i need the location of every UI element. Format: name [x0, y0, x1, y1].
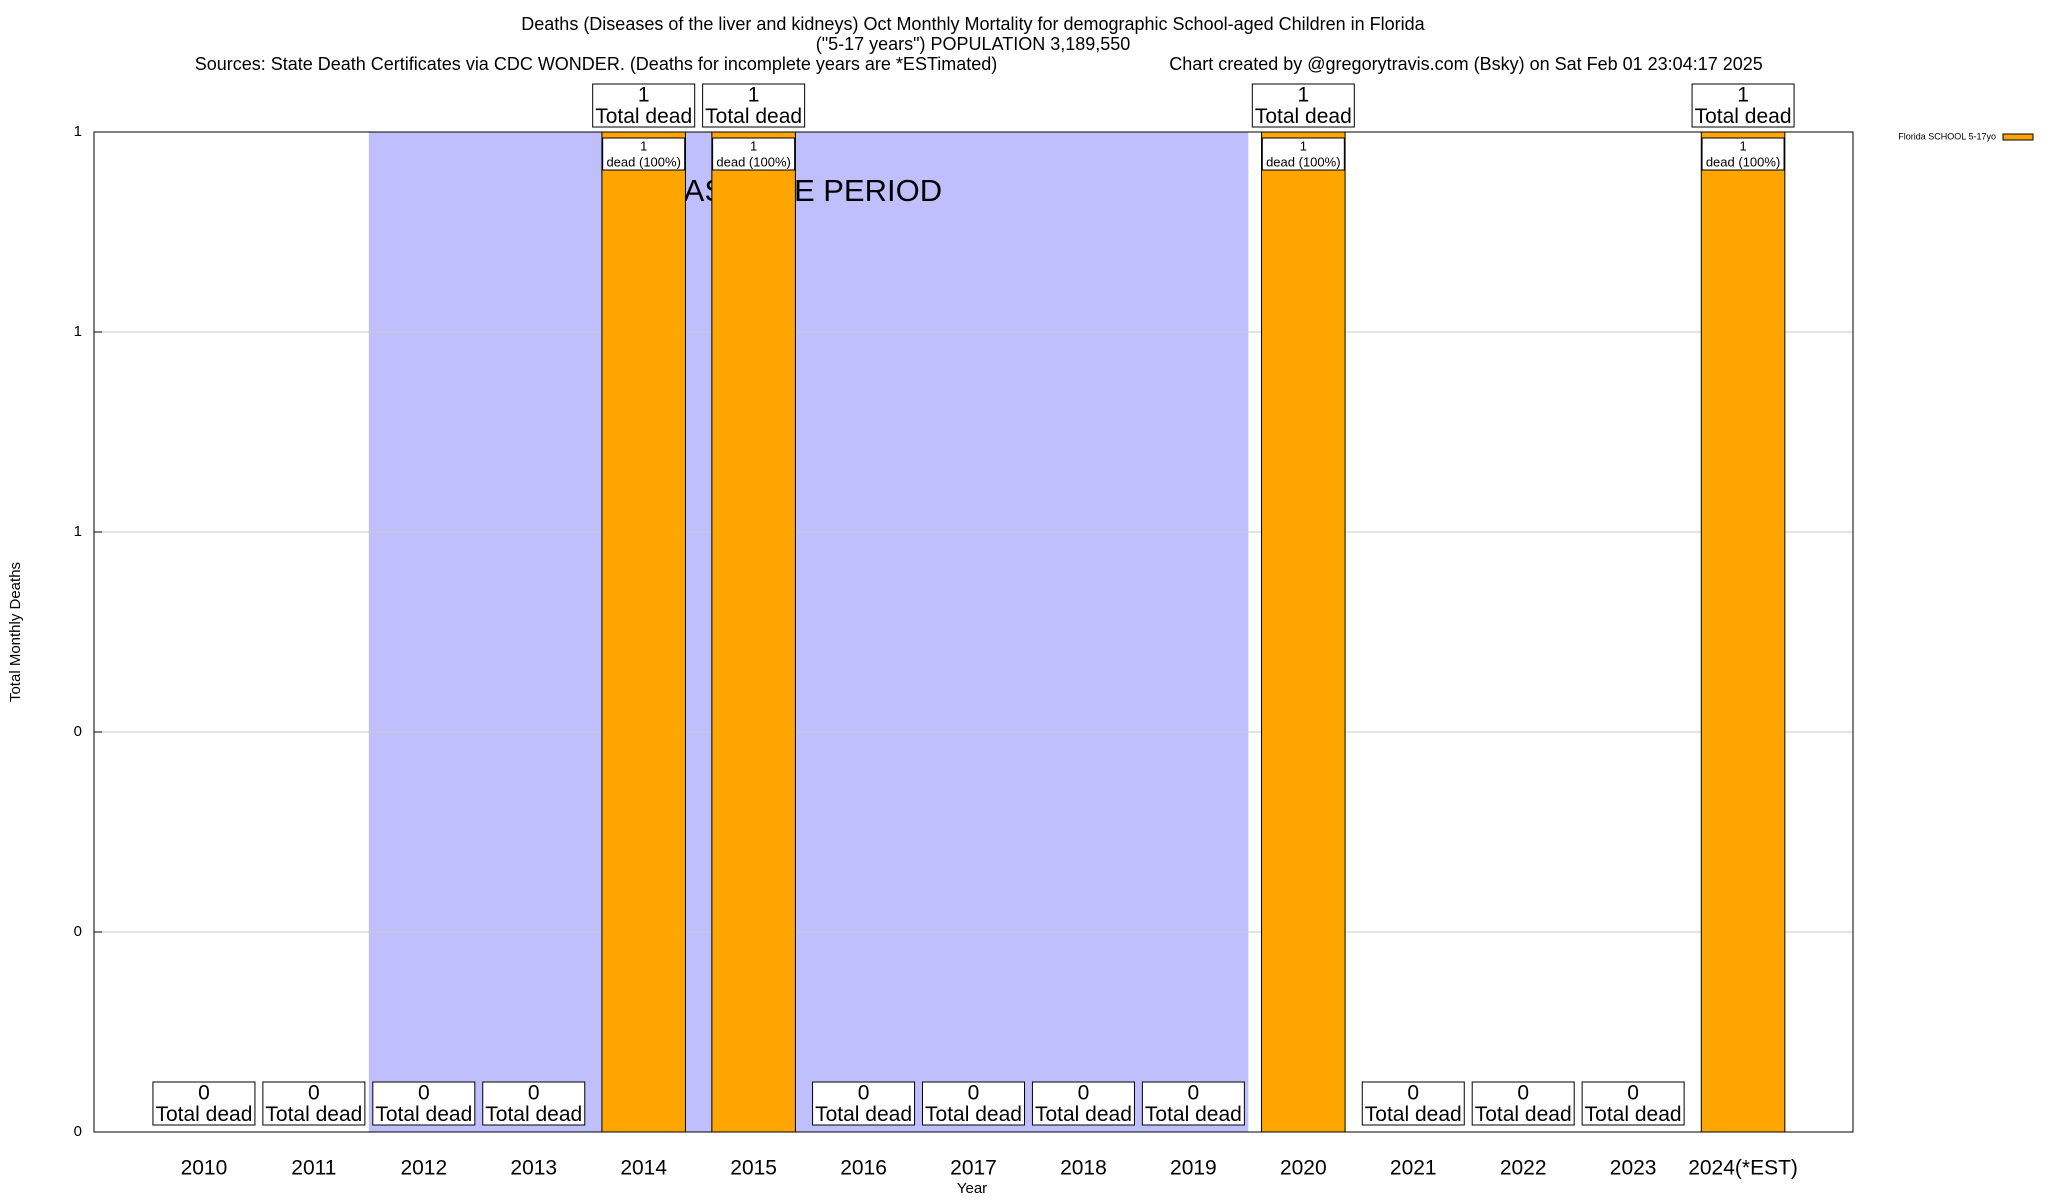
total-label: Total dead: [595, 105, 692, 128]
total-label: Total dead: [1035, 1103, 1132, 1126]
bar: [1261, 131, 1346, 1133]
percent-label: dead (100%): [716, 154, 790, 169]
value-label: 0: [198, 1081, 210, 1104]
percent-label: dead (100%): [606, 154, 680, 169]
inner-value-label: 1: [640, 138, 647, 153]
bar: [711, 131, 796, 1133]
inner-value-label: 1: [750, 138, 757, 153]
x-tick-label: 2011: [291, 1157, 336, 1180]
x-tick-label: 2010: [181, 1157, 228, 1180]
x-tick-label: 2020: [1280, 1157, 1327, 1180]
total-label: Total dead: [705, 105, 802, 128]
total-label: Total dead: [265, 1103, 362, 1126]
label-box: [482, 1081, 586, 1126]
total-label: Total dead: [1365, 1103, 1462, 1126]
label-box: [262, 1081, 366, 1126]
total-label: Total dead: [1585, 1103, 1682, 1126]
total-label: Total dead: [485, 1103, 582, 1126]
bar: [1700, 131, 1786, 1133]
total-label: Total dead: [155, 1103, 252, 1126]
value-label: 0: [858, 1081, 870, 1104]
inner-value-label: 1: [1300, 138, 1307, 153]
total-label: Total dead: [1145, 1103, 1242, 1126]
label-box: [1361, 1081, 1465, 1126]
label-box: [372, 1081, 476, 1126]
x-tick-label: 2014: [620, 1157, 667, 1180]
sources: Sources: State Death Certificates via CD…: [195, 54, 998, 74]
value-label: 0: [1517, 1081, 1529, 1104]
x-tick-label: 2017: [950, 1157, 997, 1180]
value-label: 0: [418, 1081, 430, 1104]
total-label: Total dead: [1695, 105, 1792, 128]
percent-label: dead (100%): [1706, 154, 1780, 169]
plot-frame: [93, 131, 1854, 1133]
y-tick-label: 1: [74, 523, 82, 540]
chart-title: Deaths (Diseases of the liver and kidney…: [521, 14, 1425, 34]
label-box: [1581, 1081, 1685, 1126]
x-tick-label: 2015: [730, 1157, 777, 1180]
label-box: [702, 83, 806, 128]
label-box: [922, 1081, 1025, 1126]
value-label: 0: [1188, 1081, 1200, 1104]
legend-label: Florida SCHOOL 5-17yo: [1898, 131, 1996, 141]
value-label: 1: [1737, 83, 1749, 106]
label-box: [1471, 1081, 1575, 1126]
label-box: [592, 83, 696, 128]
x-tick-label: 2016: [840, 1157, 887, 1180]
label-box: [812, 1081, 916, 1126]
value-label: 0: [528, 1081, 540, 1104]
x-tick-label: 2022: [1500, 1157, 1547, 1180]
y-axis-label: Total Monthly Deaths: [7, 562, 24, 702]
x-tick-label: 2023: [1610, 1157, 1657, 1180]
value-label: 1: [638, 83, 650, 106]
percent-label: dead (100%): [1266, 154, 1340, 169]
value-label: 0: [308, 1081, 320, 1104]
value-label: 0: [1407, 1081, 1419, 1104]
label-box: [1251, 83, 1355, 128]
value-label: 1: [748, 83, 760, 106]
label-box: [602, 137, 686, 171]
y-tick-label: 0: [74, 923, 82, 940]
label-box: [1031, 1081, 1135, 1126]
value-label: 0: [1627, 1081, 1639, 1104]
total-label: Total dead: [815, 1103, 912, 1126]
bar: [601, 131, 686, 1133]
x-tick-label: 2012: [400, 1157, 447, 1180]
x-axis-label: Year: [957, 1180, 987, 1197]
value-label: 1: [1297, 83, 1309, 106]
y-tick-label: 0: [74, 723, 82, 740]
x-tick-label: 2018: [1060, 1157, 1107, 1180]
x-tick-label: 2019: [1170, 1157, 1217, 1180]
total-label: Total dead: [1255, 105, 1352, 128]
chart-subtitle: ("5-17 years") POPULATION 3,189,550: [816, 34, 1131, 54]
label-box: [1141, 1081, 1245, 1126]
value-label: 0: [1078, 1081, 1090, 1104]
value-label: 0: [968, 1081, 980, 1104]
label-box: [1691, 83, 1795, 128]
x-tick-label: 2013: [510, 1157, 557, 1180]
label-box: [152, 1081, 256, 1126]
credit: Chart created by @gregorytravis.com (Bsk…: [1169, 54, 1763, 74]
label-box: [712, 137, 796, 171]
shaded-region-label: BASELINE PERIOD: [663, 173, 942, 208]
total-label: Total dead: [375, 1103, 472, 1126]
total-label: Total dead: [1475, 1103, 1572, 1126]
label-box: [1701, 137, 1785, 171]
y-tick-label: 1: [74, 323, 82, 340]
total-label: Total dead: [925, 1103, 1022, 1126]
y-tick-label: 0: [74, 1123, 82, 1140]
legend-swatch: [2002, 133, 2034, 141]
label-box: [1261, 137, 1345, 171]
shaded-region: [368, 132, 1249, 1132]
inner-value-label: 1: [1739, 138, 1746, 153]
x-tick-label: 2021: [1390, 1157, 1437, 1180]
x-tick-label: 2024(*EST): [1688, 1157, 1798, 1180]
y-tick-label: 1: [74, 123, 82, 140]
